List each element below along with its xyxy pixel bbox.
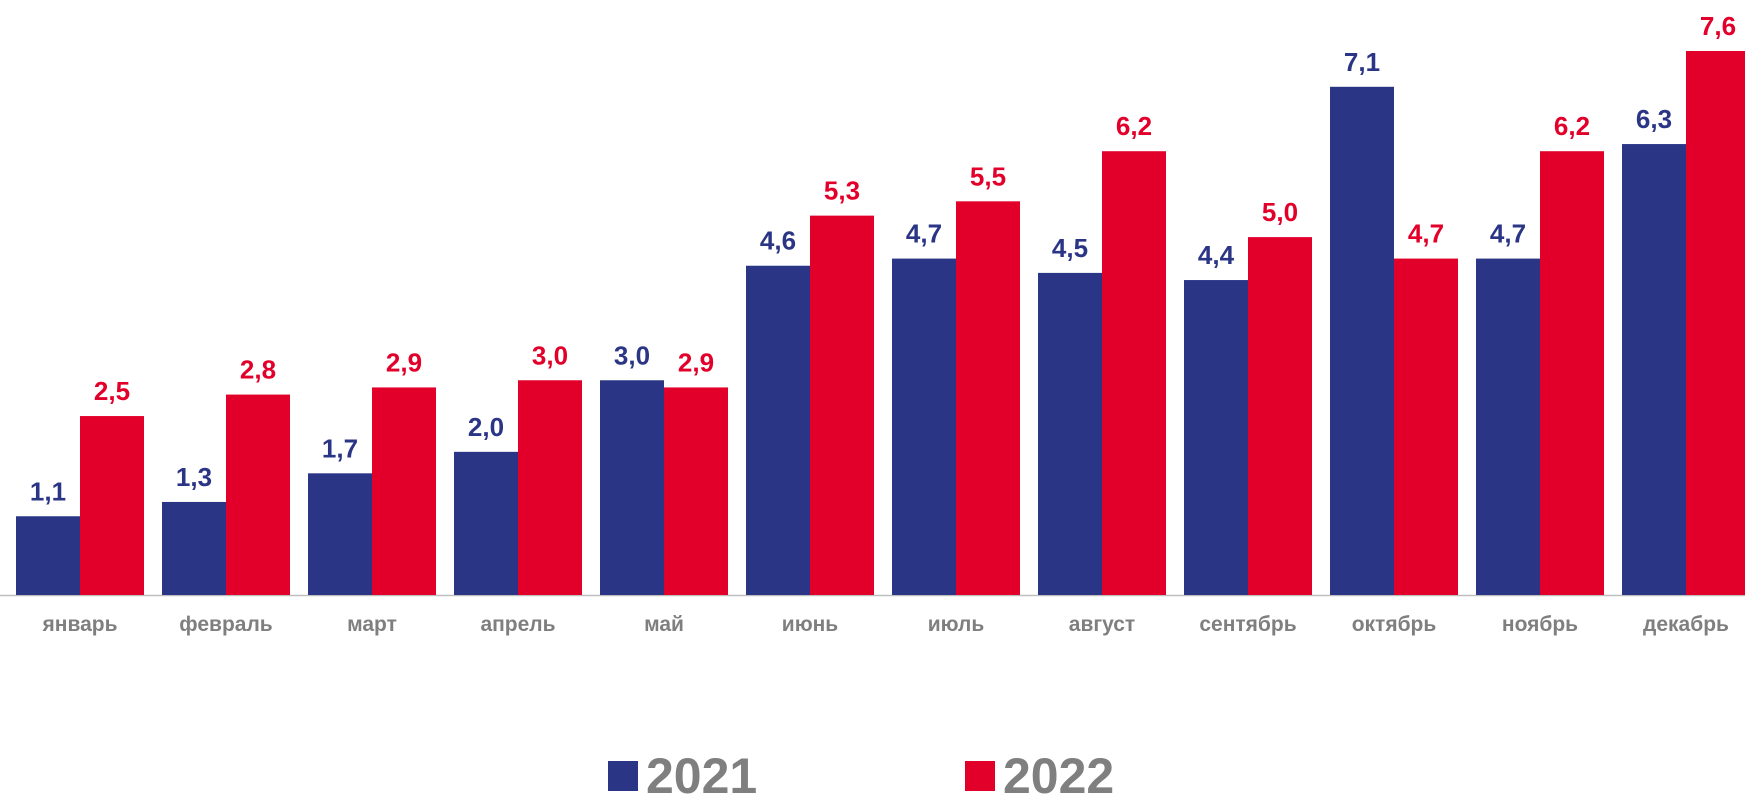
value-label-2021-3: 2,0 (468, 412, 504, 442)
bars-group (16, 51, 1745, 596)
value-label-2021-4: 3,0 (614, 340, 650, 370)
bar-2021-1 (162, 501, 226, 595)
value-label-2021-0: 1,1 (30, 476, 66, 506)
category-label-6: июль (928, 613, 985, 636)
value-label-2021-1: 1,3 (176, 462, 212, 492)
legend-swatch-2022 (965, 760, 995, 791)
bar-2021-3 (454, 451, 518, 595)
value-label-2021-7: 4,5 (1052, 233, 1088, 263)
bar-2022-5 (810, 215, 874, 595)
category-label-4: май (644, 613, 684, 636)
bar-2022-0 (80, 416, 144, 595)
bar-2021-4 (600, 380, 664, 595)
bar-2022-4 (664, 387, 728, 595)
legend: 2021 2022 (0, 748, 1745, 808)
bar-2021-9 (1330, 86, 1394, 595)
value-label-2022-0: 2,5 (94, 376, 130, 406)
value-label-2022-11: 7,6 (1700, 11, 1736, 41)
category-label-0: январь (42, 613, 118, 636)
bar-2022-1 (226, 394, 290, 595)
value-label-2022-1: 2,8 (240, 355, 276, 385)
category-label-8: сентябрь (1199, 613, 1296, 636)
bar-2021-6 (892, 258, 956, 595)
value-label-2021-11: 6,3 (1636, 104, 1672, 134)
value-label-2022-3: 3,0 (532, 340, 568, 370)
category-label-3: апрель (480, 613, 555, 636)
legend-item-2022: 2022 (965, 748, 1114, 803)
bar-2022-10 (1540, 151, 1604, 596)
value-labels-group: 1,1 2,5 1,3 2,8 1,7 2,9 2,0 3,0 3,0 2,9 4,6 5,3 4,7 5… (30, 11, 1736, 506)
value-label-2022-6: 5,5 (970, 161, 1006, 191)
bar-2022-3 (518, 380, 582, 595)
bar-2022-6 (956, 201, 1020, 595)
value-label-2022-5: 5,3 (824, 176, 860, 206)
value-label-2021-9: 7,1 (1344, 47, 1380, 77)
value-label-2021-8: 4,4 (1198, 240, 1235, 270)
bar-2021-5 (746, 265, 810, 595)
bar-2022-9 (1394, 258, 1458, 595)
value-label-2021-10: 4,7 (1490, 219, 1526, 249)
category-label-11: декабрь (1643, 613, 1729, 636)
bar-2021-10 (1476, 258, 1540, 595)
bar-2021-8 (1184, 280, 1248, 595)
value-label-2022-4: 2,9 (678, 347, 714, 377)
category-labels-group: январь февраль март апрель май июнь июль август… (42, 613, 1730, 636)
bar-2021-0 (16, 516, 80, 595)
legend-swatch-2021 (608, 760, 638, 791)
legend-item-2021: 2021 (608, 748, 757, 803)
value-label-2022-8: 5,0 (1262, 197, 1298, 227)
bar-2022-2 (372, 387, 436, 595)
bar-2021-7 (1038, 272, 1102, 595)
value-label-2022-7: 6,2 (1116, 111, 1152, 141)
value-label-2022-9: 4,7 (1408, 219, 1444, 249)
category-label-5: июнь (782, 613, 839, 636)
value-label-2021-2: 1,7 (322, 433, 358, 463)
category-label-1: февраль (179, 613, 273, 636)
category-label-7: август (1069, 613, 1135, 636)
bar-2021-11 (1622, 144, 1686, 596)
legend-label-2022: 2022 (1003, 747, 1115, 804)
bar-2022-11 (1686, 51, 1745, 595)
value-label-2022-2: 2,9 (386, 347, 422, 377)
bar-2021-2 (308, 473, 372, 595)
value-label-2022-10: 6,2 (1554, 111, 1590, 141)
bar-2022-8 (1248, 237, 1312, 595)
legend-label-2021: 2021 (646, 747, 758, 804)
category-label-9: октябрь (1352, 613, 1437, 636)
value-label-2021-6: 4,7 (906, 219, 942, 249)
bar-2022-7 (1102, 151, 1166, 596)
category-label-10: ноябрь (1502, 613, 1578, 636)
category-label-2: март (347, 613, 397, 636)
value-label-2021-5: 4,6 (760, 226, 796, 256)
